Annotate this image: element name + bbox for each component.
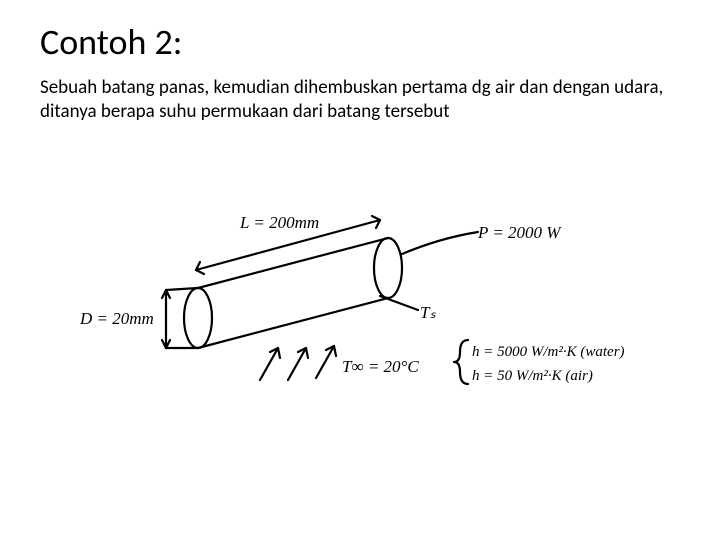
label-Ts: Tₛ [420,303,436,322]
example-heading: Contoh 2: [40,20,680,64]
problem-text: Sebuah batang panas, kemudian dihembuska… [40,76,680,124]
label-D: D = 20mm [80,309,154,328]
cylinder-diagram: L = 200mm D = 20mm P = 2000 W Tₛ T∞ = 20… [80,190,640,420]
label-L: L = 200mm [239,213,319,232]
label-P: P = 2000 W [477,223,562,242]
label-h-water: h = 5000 W/m²·K (water) [472,344,625,360]
label-h-air: h = 50 W/m²·K (air) [472,368,593,384]
label-Tinf: T∞ = 20°C [342,357,419,376]
